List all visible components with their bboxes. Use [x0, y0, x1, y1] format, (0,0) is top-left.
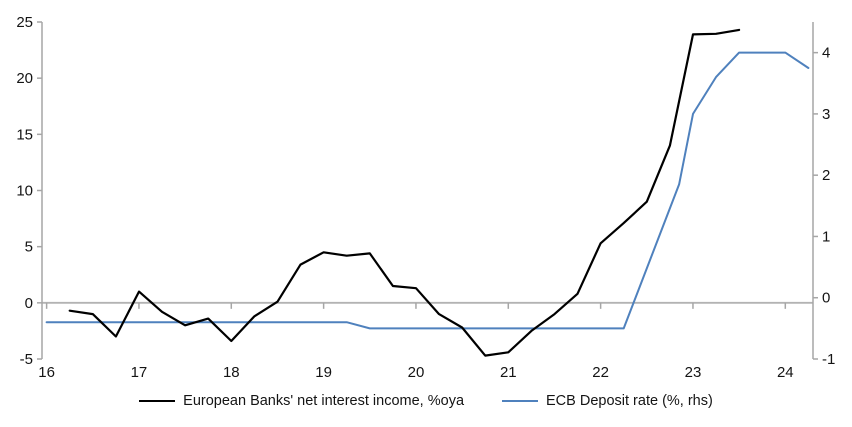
ecb-deposit-rate-line: [45, 51, 810, 330]
black-line-swatch-icon: [139, 400, 176, 402]
right-axis-tick-label: 1: [822, 228, 830, 245]
right-axis-tick-label: 3: [822, 106, 830, 123]
legend-label-ecb-deposit-rate: ECB Deposit rate (%, rhs): [546, 393, 713, 409]
right-axis-tick-label: 4: [822, 45, 830, 62]
left-axis-tick-label: 5: [25, 239, 33, 256]
x-axis-tick-label: 21: [500, 364, 517, 381]
net-interest-income-line: [68, 28, 741, 357]
legend-item-net-interest-income: European Banks' net interest income, %oy…: [139, 393, 464, 409]
left-axis-tick-label: 10: [16, 183, 33, 200]
x-axis-tick-label: 22: [592, 364, 609, 381]
legend-item-ecb-deposit-rate: ECB Deposit rate (%, rhs): [502, 393, 713, 409]
blue-line-swatch-icon: [502, 400, 539, 402]
left-axis-tick-label: 20: [16, 70, 33, 87]
x-axis-tick-label: 20: [408, 364, 425, 381]
x-axis: 16 17 18 19 20 21 22 23 24: [38, 302, 794, 381]
x-axis-tick-label: 16: [38, 364, 55, 381]
left-axis-tick-label: -5: [20, 351, 33, 368]
right-axis-tick-label: -1: [822, 351, 835, 368]
left-axis-tick-label: 0: [25, 295, 33, 312]
x-axis-tick-label: 19: [315, 364, 332, 381]
legend-label-net-interest-income: European Banks' net interest income, %oy…: [183, 393, 465, 409]
x-axis-tick-label: 24: [777, 364, 794, 381]
y-axis-right: -1 0 1 2 3 4: [812, 22, 835, 368]
x-axis-tick-label: 23: [685, 364, 702, 381]
x-axis-tick-label: 17: [131, 364, 148, 381]
right-axis-tick-label: 2: [822, 167, 830, 184]
left-axis-tick-label: 25: [16, 14, 33, 31]
legend: European Banks' net interest income, %oy…: [0, 393, 852, 409]
y-axis-left: -5 0 5 10 15 20 25: [16, 14, 43, 368]
left-axis-tick-label: 15: [16, 126, 33, 143]
x-axis-tick-label: 18: [223, 364, 240, 381]
series-lines: [45, 28, 810, 357]
right-axis-tick-label: 0: [822, 290, 830, 307]
